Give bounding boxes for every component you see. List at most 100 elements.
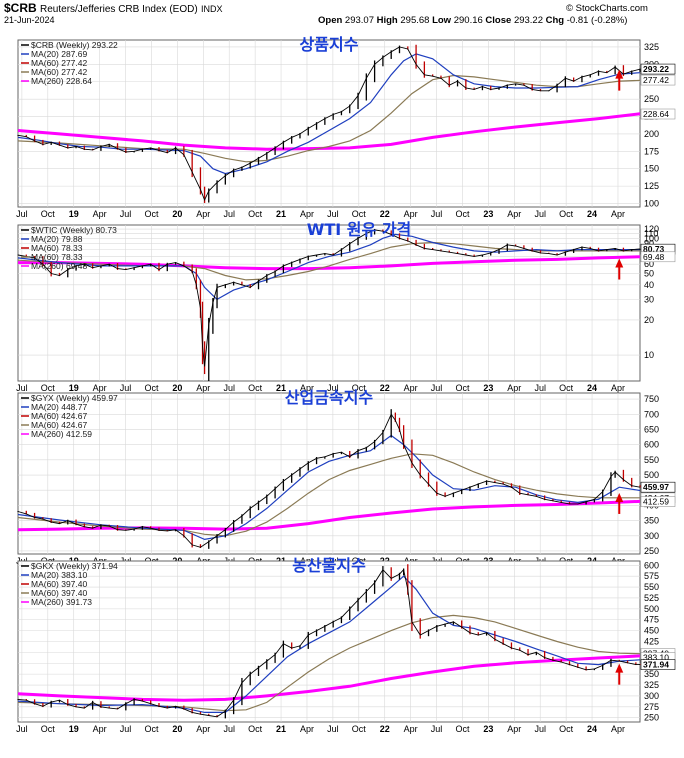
x-tick-label: Oct — [559, 724, 574, 734]
x-tick-label: Jul — [16, 724, 28, 734]
legend-label: MA(60) 78.33 — [31, 252, 83, 262]
price-tag-label: 69.48 — [643, 252, 665, 262]
y-tick-label: 250 — [644, 94, 659, 104]
y-tick-label: 350 — [644, 516, 659, 526]
x-tick-label: Apr — [300, 383, 314, 393]
y-tick-label: 175 — [644, 146, 659, 156]
y-tick-label: 150 — [644, 164, 659, 174]
price-tag-label: 412.59 — [643, 497, 669, 507]
y-tick-label: 20 — [644, 315, 654, 325]
chart-panel-1: 100125150175200225250275300325JulOct19Ap… — [16, 35, 676, 219]
y-tick-label: 100 — [644, 199, 659, 209]
price-tag-box — [640, 659, 676, 670]
x-tick-label: Apr — [300, 209, 314, 219]
chart-title: 산업금속지수 — [285, 388, 374, 407]
x-tick-label: Apr — [507, 724, 521, 734]
brand-text: © StockCharts.com — [566, 3, 648, 14]
open-label: Open — [318, 15, 343, 26]
x-tick-label: 21 — [276, 209, 286, 219]
price-tag-box — [640, 74, 676, 86]
x-tick-label: Apr — [93, 724, 107, 734]
chart-title: 농산물지수 — [292, 556, 366, 575]
x-tick-label: Oct — [455, 383, 470, 393]
arrow-head — [615, 492, 624, 502]
price-tag-label: 371.94 — [643, 660, 669, 670]
y-tick-label: 325 — [644, 42, 659, 52]
x-tick-label: Apr — [196, 209, 210, 219]
x-tick-label: Apr — [507, 209, 521, 219]
header-exchange: INDX — [201, 4, 223, 14]
x-tick-label: 19 — [69, 383, 79, 393]
x-tick-label: 22 — [380, 383, 390, 393]
legend-label: MA(20) 383.10 — [31, 570, 87, 580]
price-line — [17, 46, 641, 202]
price-tag-box — [640, 496, 676, 507]
price-tag-label: 293.22 — [643, 64, 669, 74]
x-tick-label: Apr — [404, 209, 418, 219]
legend-label: MA(260) 69.48 — [31, 261, 87, 271]
panel-frame — [17, 392, 641, 555]
ma20-line — [17, 434, 641, 541]
y-tick-label: 40 — [644, 280, 654, 290]
x-tick-label: Oct — [144, 383, 159, 393]
legend-label: MA(60) 277.42 — [31, 58, 87, 68]
legend-label: $GYX (Weekly) 459.97 — [31, 393, 118, 403]
x-tick-label: 19 — [69, 724, 79, 734]
chart-panel-3: 250300350400450500550600650700750JulOct1… — [16, 388, 676, 566]
y-tick-label: 200 — [644, 129, 659, 139]
price-line — [17, 229, 641, 367]
legend-label: MA(260) 391.73 — [31, 597, 92, 607]
x-tick-label: Oct — [559, 209, 574, 219]
x-tick-label: 20 — [172, 209, 182, 219]
legend-label: $WTIC (Weekly) 80.73 — [31, 225, 117, 235]
y-tick-label: 700 — [644, 409, 659, 419]
price-tag-box — [640, 481, 676, 493]
x-tick-label: 24 — [587, 724, 597, 734]
x-tick-label: Apr — [611, 209, 625, 219]
x-tick-label: Apr — [611, 383, 625, 393]
x-tick-label: 20 — [172, 724, 182, 734]
y-tick-label: 550 — [644, 582, 659, 592]
header-name: Reuters/Jefferies CRB Index (EOD) — [40, 4, 198, 15]
chart-panel-4: 2502753003253503754004254504755005255505… — [16, 556, 676, 734]
x-tick-label: Apr — [93, 383, 107, 393]
low-value: 290.16 — [453, 15, 483, 26]
high-value: 295.68 — [400, 15, 430, 26]
x-tick-label: 19 — [69, 209, 79, 219]
x-tick-label: Oct — [248, 724, 263, 734]
x-tick-label: Apr — [404, 383, 418, 393]
low-label: Low — [432, 15, 452, 26]
x-tick-label: Jul — [120, 209, 132, 219]
arrow-head — [615, 69, 624, 79]
legend-label: MA(60) 78.33 — [31, 243, 83, 253]
close-value: 293.22 — [513, 15, 543, 26]
x-tick-label: 22 — [380, 209, 390, 219]
y-tick-label: 90 — [644, 239, 654, 249]
ma260-line — [17, 112, 641, 151]
legend-label: MA(20) 79.88 — [31, 234, 83, 244]
x-tick-label: 23 — [483, 209, 493, 219]
chart-title: 상품지수 — [300, 35, 359, 54]
x-tick-label: Oct — [352, 209, 367, 219]
price-tag-label: 459.97 — [643, 482, 669, 492]
x-tick-label: Jul — [327, 724, 339, 734]
legend-label: MA(60) 424.67 — [31, 420, 87, 430]
price-tag-box — [640, 63, 676, 75]
legend-label: MA(60) 397.40 — [31, 579, 87, 589]
y-tick-label: 500 — [644, 470, 659, 480]
y-tick-label: 450 — [644, 626, 659, 636]
x-tick-label: Apr — [404, 724, 418, 734]
x-tick-label: Oct — [144, 724, 159, 734]
y-tick-label: 100 — [644, 233, 659, 243]
x-tick-label: Oct — [248, 383, 263, 393]
y-tick-label: 120 — [644, 224, 659, 234]
x-tick-label: Jul — [431, 209, 443, 219]
price-tag-label: 277.42 — [643, 75, 669, 85]
y-tick-label: 250 — [644, 546, 659, 556]
price-tag-box — [640, 251, 676, 263]
legend-label: MA(260) 228.64 — [31, 76, 92, 86]
x-tick-label: 23 — [483, 383, 493, 393]
chart-title: WTI 원유 가격 — [307, 220, 412, 239]
y-tick-label: 30 — [644, 294, 654, 304]
